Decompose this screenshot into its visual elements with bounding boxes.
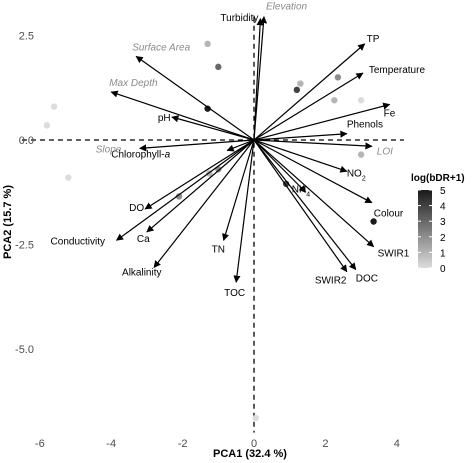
x-tick-label: -6 [35, 438, 45, 450]
vector-label-chlorophyll-a: Chlorophyll-a [111, 149, 170, 160]
legend-ticks: 5 4 3 2 1 0 [418, 186, 446, 275]
vector-conductivity [115, 139, 255, 241]
vector-chlorophyll-a [226, 139, 255, 152]
vector-tp [253, 43, 366, 141]
sample-point [175, 193, 183, 200]
x-tick-label: 2 [322, 438, 328, 450]
vector-label-surface-area: Surface Area [132, 42, 190, 53]
sample-point [50, 103, 58, 110]
vector-ph [171, 115, 255, 141]
vector-swir2 [253, 139, 348, 273]
vector-label-do: DO [129, 203, 144, 214]
vector-no2 [253, 139, 348, 173]
vector-label-max-depth: Max Depth [109, 78, 158, 89]
sample-point [334, 74, 342, 81]
vector-label-phenols: Phenols [347, 120, 383, 131]
vector-phenols [253, 130, 348, 141]
y-tick-label: 2.5 [19, 31, 34, 43]
y-tick-label: 0.0 [19, 135, 34, 147]
vector-label-turbidity: Turbidity [220, 13, 258, 24]
sample-point [293, 86, 301, 94]
x-tick-label: -2 [178, 438, 188, 450]
vector-toc [233, 139, 255, 283]
legend-tick-label: 1 [440, 248, 446, 259]
y-axis-ticks: 2.5 0.0 -2.5 -5.0 [15, 31, 34, 357]
vector-label-loi: LOI [377, 146, 393, 157]
vector-label-ph: pH [158, 113, 171, 124]
vector-label-tn: TN [212, 244, 225, 255]
vector-tn [222, 139, 255, 242]
x-tick-label: 0 [251, 438, 257, 450]
x-axis-title: PCA1 (32.4 %) [213, 448, 287, 460]
vector-label-ca: Ca [137, 234, 150, 245]
vector-max-depth [110, 90, 255, 141]
vector-label-fe: Fe [384, 108, 396, 119]
sample-point [215, 63, 222, 71]
vector-ca [146, 139, 255, 233]
sample-point [357, 97, 365, 104]
vector-surface-area [135, 55, 255, 141]
vector-label-slope: Slope [96, 144, 122, 155]
vector-slope [139, 139, 255, 152]
vector-loi [253, 139, 373, 150]
x-axis-ticks: -6 -4 -2 0 2 4 [35, 438, 400, 450]
vector-do [144, 139, 255, 210]
vector-fe [253, 102, 391, 141]
vector-label-temperature: Temperature [369, 65, 426, 76]
vector-label-colour: Colour [374, 209, 404, 220]
vector-elevation [253, 15, 268, 141]
sample-point [252, 414, 259, 422]
vector-label-tp: TP [367, 34, 380, 45]
sample-point [43, 122, 51, 129]
color-legend: log(bDR+1) 5 4 3 2 1 0 [411, 173, 465, 275]
loading-labels: Turbidity Elevation TP Temperature FePhenols… [51, 2, 426, 299]
reference-lines [21, 16, 404, 433]
legend-tick-label: 5 [440, 186, 446, 197]
sample-point [370, 218, 377, 225]
legend-colorbar [418, 190, 432, 268]
x-tick-label: 4 [394, 438, 400, 450]
vector-label-doc: DOC [356, 274, 378, 285]
y-tick-label: -5.0 [15, 344, 34, 356]
vector-label-no2: NO2 [347, 168, 366, 182]
y-axis-title: PCA2 (15.7 %) [2, 185, 14, 259]
sample-point [297, 80, 304, 87]
vector-doc [253, 139, 357, 271]
vector-colour [253, 139, 373, 204]
vector-label-alkalinity: Alkalinity [122, 267, 161, 278]
x-tick-label: -4 [106, 438, 116, 450]
vector-alkalinity [153, 139, 255, 269]
legend-tick-label: 4 [440, 202, 446, 213]
sample-point [331, 97, 338, 104]
loading-vectors [110, 15, 391, 283]
sample-point [204, 40, 211, 48]
sample-point [204, 105, 211, 112]
vector-swir1 [253, 139, 375, 248]
legend-title: log(bDR+1) [411, 173, 465, 184]
vector-label-toc: TOC [224, 288, 245, 299]
y-tick-label: -2.5 [15, 240, 34, 252]
legend-tick-label: 0 [440, 264, 446, 275]
vector-label-swir2: SWIR2 [315, 276, 347, 287]
data-points [43, 40, 377, 422]
legend-tick-label: 3 [440, 217, 446, 228]
vector-label-elevation: Elevation [266, 2, 308, 13]
legend-tick-label: 2 [440, 233, 446, 244]
sample-point [357, 151, 365, 158]
vector-nh4 [253, 139, 307, 193]
vector-label-swir1: SWIR1 [378, 249, 410, 260]
sample-point [65, 174, 72, 181]
vector-label-nh4: NH4 [292, 184, 310, 198]
vector-temperature [253, 72, 364, 141]
vector-label-conductivity: Conductivity [51, 236, 105, 247]
